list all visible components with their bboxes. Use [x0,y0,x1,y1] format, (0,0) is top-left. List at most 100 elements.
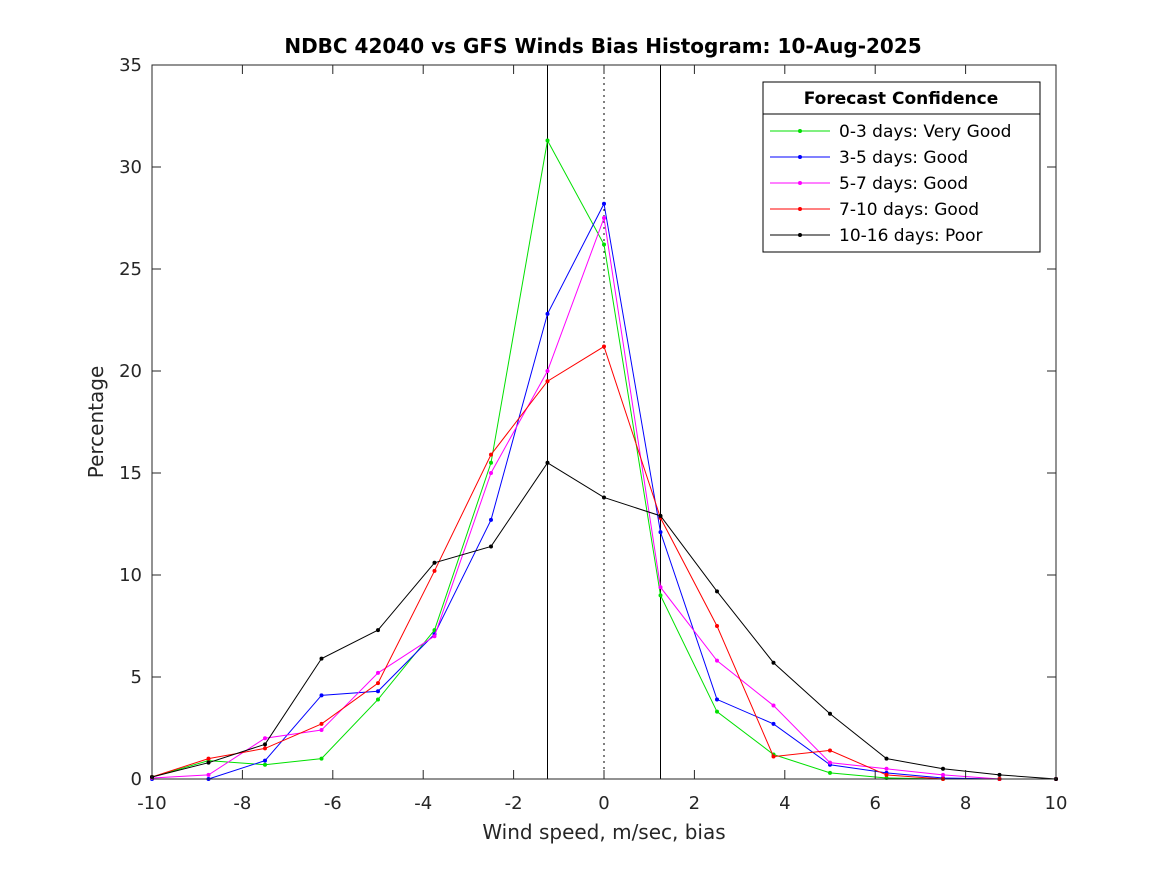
data-point [489,517,493,522]
series-4 [150,460,1058,781]
x-axis-label: Wind speed, m/sec, bias [482,820,725,844]
data-point [828,748,832,753]
data-point [715,589,719,594]
data-point [658,593,663,598]
data-point [828,711,832,716]
legend-swatch-marker [798,155,802,159]
data-point [376,697,380,702]
data-point [432,568,437,573]
x-tick-label: 0 [598,793,609,814]
data-point [319,656,324,661]
legend-swatch-marker [798,233,802,237]
data-point [376,670,380,675]
legend-title: Forecast Confidence [804,89,999,109]
data-point [432,634,437,639]
data-point [263,736,267,741]
data-point [489,460,493,465]
x-tick-label: -10 [137,793,166,814]
legend-item-4: 10-16 days: Poor [770,226,983,246]
data-point [602,344,606,349]
legend-swatch-marker [798,181,802,185]
data-point [545,460,550,465]
data-point [715,709,719,714]
data-point [658,530,663,535]
x-tick-label: -2 [505,793,523,814]
y-axis-label: Percentage [84,366,108,479]
data-point [941,766,945,771]
legend-item-0: 0-3 days: Very Good [770,122,1011,142]
data-point [376,689,380,694]
data-point [715,658,719,663]
legend-swatch-marker [798,207,802,211]
data-point [489,544,493,549]
data-point [489,471,493,475]
data-point [715,697,719,702]
legend-item-3: 7-10 days: Good [770,200,979,220]
data-point [489,452,493,457]
reference-lines [547,65,661,779]
data-point [263,746,267,751]
legend-label: 3-5 days: Good [839,148,968,168]
data-point [545,369,550,373]
data-point [771,660,776,665]
data-point [206,772,211,777]
data-point [771,721,776,726]
x-tick-label: 2 [689,793,700,814]
data-point [602,242,606,247]
y-tick-label: 20 [119,361,142,382]
data-point [263,742,267,747]
y-tick-label: 30 [119,157,142,178]
y-tick-label: 35 [119,55,142,76]
series-layer [150,138,1058,781]
y-tick-label: 15 [119,463,142,484]
data-point [206,756,211,761]
y-tick-label: 10 [119,565,142,586]
data-point [828,770,832,775]
x-tick-label: 10 [1045,793,1068,814]
legend-label: 0-3 days: Very Good [839,122,1011,142]
data-point [771,754,776,759]
y-axis: 0 5 10 15 20 25 30 35 [119,55,1056,790]
series-0 [150,138,1058,781]
data-point [997,772,1002,777]
data-point [376,628,380,633]
data-point [376,681,380,686]
data-point [263,762,267,767]
x-tick-label: 4 [779,793,790,814]
legend-label: 10-16 days: Poor [839,226,983,246]
legend-swatch-marker [798,129,802,133]
data-point [602,216,606,220]
data-point [432,560,437,565]
data-point [658,585,663,590]
data-point [545,379,550,384]
data-point [319,756,324,761]
data-point [884,766,889,771]
legend-item-2: 5-7 days: Good [770,174,968,194]
data-point [941,772,945,777]
data-point [771,703,776,708]
legend-item-1: 3-5 days: Good [770,148,968,168]
y-tick-label: 25 [119,259,142,280]
data-point [319,721,324,726]
legend-box [762,81,1041,253]
x-tick-label: 8 [960,793,971,814]
data-point [602,495,606,500]
x-tick-label: -8 [233,793,251,814]
data-point [545,138,550,143]
chart-title: NDBC 42040 vs GFS Winds Bias Histogram: … [284,34,921,58]
data-point [263,758,267,763]
legend: Forecast Confidence 0-3 days: Very Good 3… [762,81,1041,253]
legend-items: 0-3 days: Very Good 3-5 days: Good 5-7 day… [770,122,1011,246]
x-tick-label: -6 [324,793,342,814]
y-tick-label: 0 [131,769,142,790]
data-point [884,756,889,761]
x-tick-label: 6 [869,793,880,814]
data-point [828,760,832,765]
series-2 [150,216,1058,781]
data-point [602,201,606,206]
y-tick-label: 5 [131,667,142,688]
data-point [884,772,889,777]
data-point [545,311,550,316]
data-point [715,624,719,628]
